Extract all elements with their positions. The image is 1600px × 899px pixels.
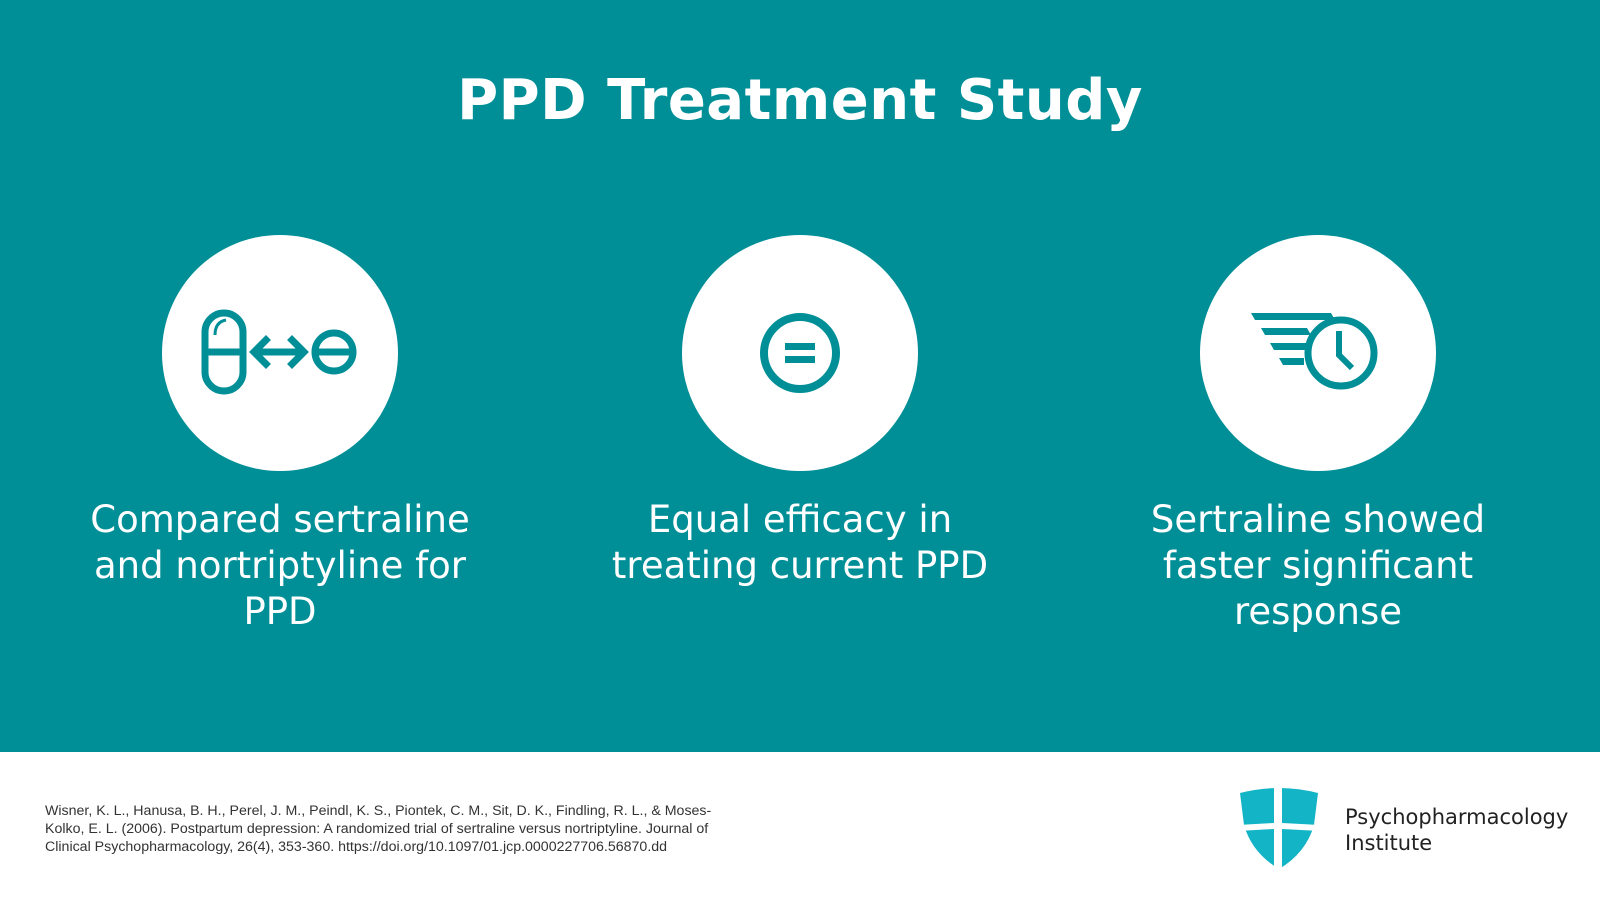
reference-line: Kolko, E. L. (2006). Postpartum depressi… [45,821,709,837]
logo-text: Psychopharmacology Institute [1345,804,1568,856]
reference-line: Clinical Psychopharmacology, 26(4), 353-… [45,839,668,855]
item-caption: Compared sertraline and nortriptyline fo… [70,497,490,635]
caption-line: Compared sertraline [90,498,470,541]
logo-line: Institute [1345,831,1433,855]
caption-line: Sertraline showed [1150,498,1486,541]
caption-line: treating current PPD [611,544,989,587]
caption-line: faster significant [1162,544,1474,587]
icon-circle [682,235,918,471]
reference-line: Wisner, K. L., Hanusa, B. H., Perel, J. … [45,803,712,819]
pill-swap-icon [201,309,357,395]
caption-line: PPD [243,590,317,633]
item-compared: Compared sertraline and nortriptyline fo… [70,235,490,635]
caption-line: response [1233,590,1403,633]
equal-sign-icon [760,313,840,393]
item-equal-efficacy: Equal efficacy in treating current PPD [590,235,1010,589]
fast-clock-icon [1250,312,1377,389]
item-faster-response: Sertraline showed faster significant res… [1108,235,1528,635]
slide-banner: PPD Treatment Study Compared sertrali [0,0,1600,752]
item-caption: Sertraline showed faster significant res… [1108,497,1528,635]
reference-citation: Wisner, K. L., Hanusa, B. H., Perel, J. … [45,802,765,856]
logo-line: Psychopharmacology [1345,805,1569,829]
shield-cross-icon [1238,787,1320,869]
icon-circle [1200,235,1436,471]
caption-line: Equal efficacy in [647,498,953,541]
caption-line: and nortriptyline for [94,544,466,587]
slide-title: PPD Treatment Study [457,68,1143,133]
icon-circle [162,235,398,471]
item-caption: Equal efficacy in treating current PPD [590,497,1010,589]
